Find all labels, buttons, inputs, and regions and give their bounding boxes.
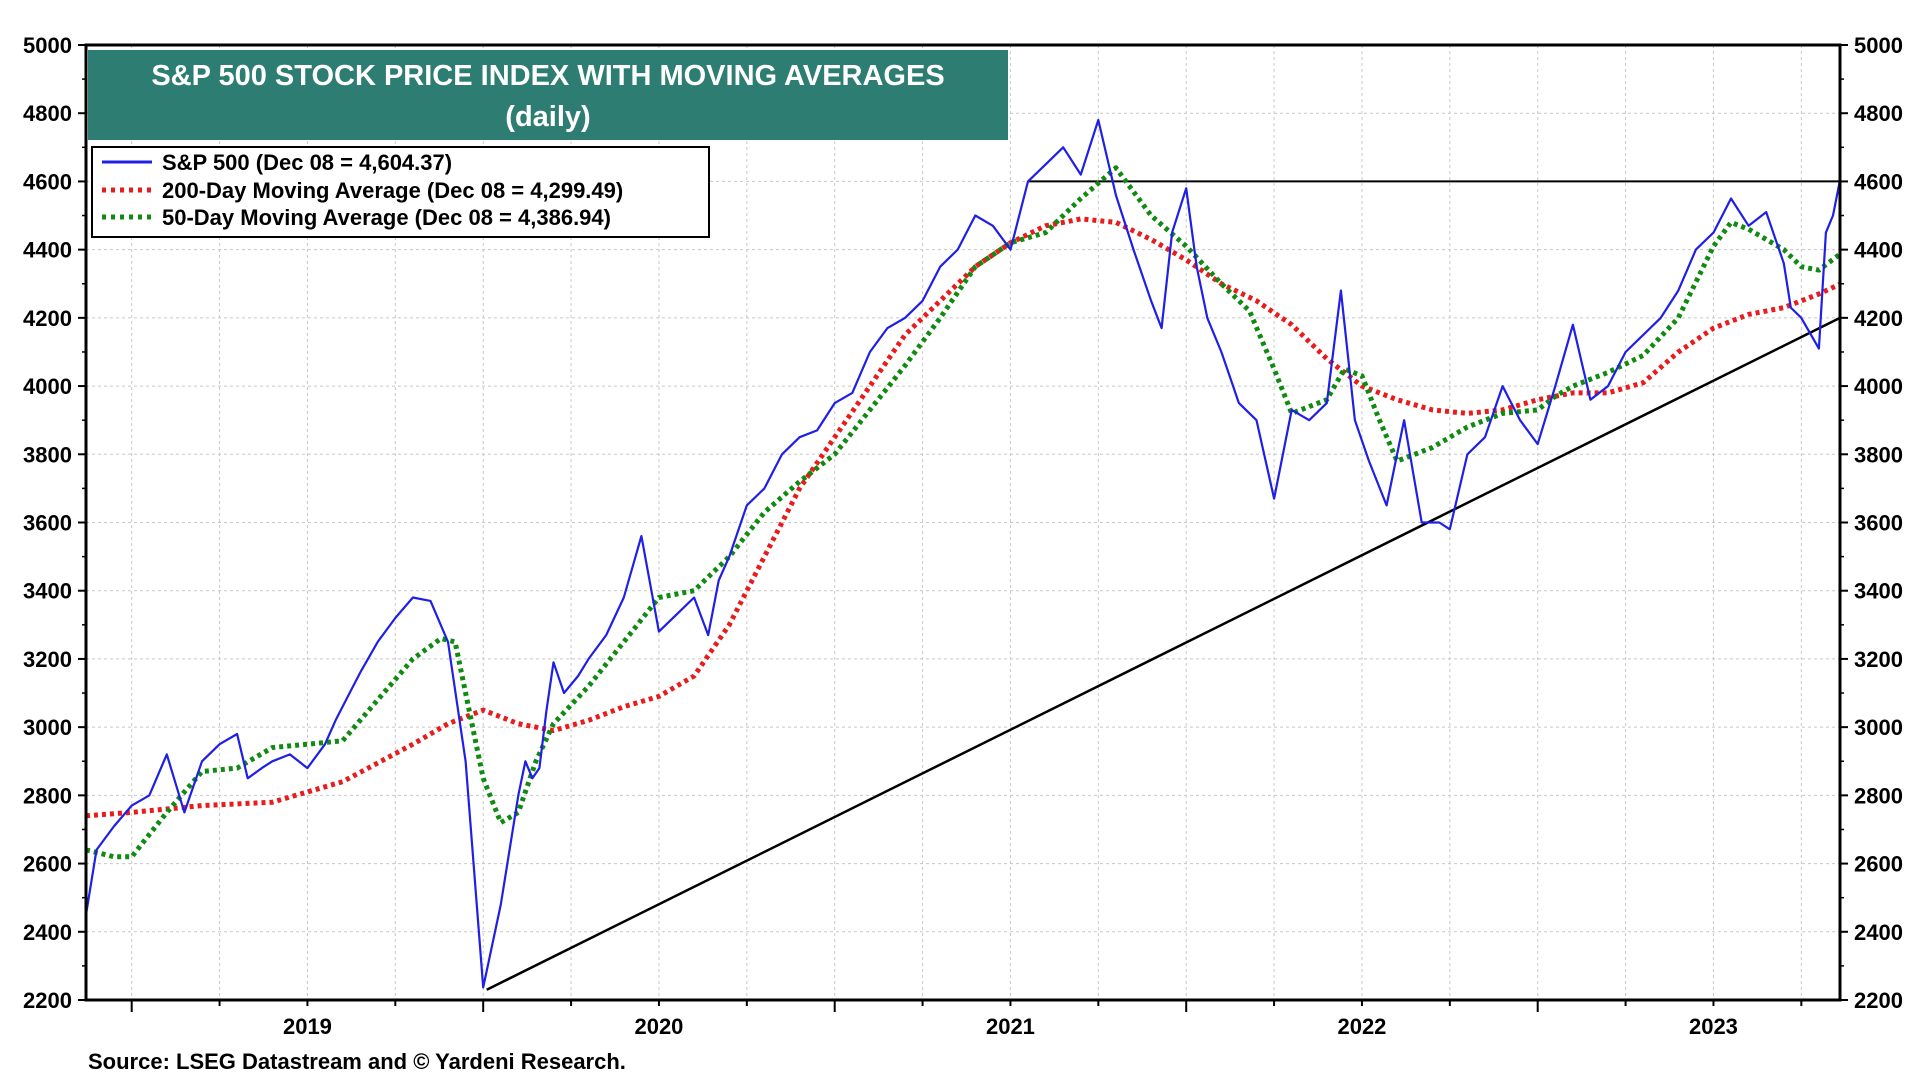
- y-tick-label-right: 2600: [1854, 852, 1903, 877]
- legend-label-50dma: 50-Day Moving Average (Dec 08 = 4,386.94…: [162, 205, 611, 230]
- y-tick-label-left: 3800: [23, 442, 72, 467]
- series-line-50dma: [85, 165, 1842, 860]
- y-tick-label-right: 3000: [1854, 715, 1903, 740]
- y-tick-label-right: 2800: [1854, 783, 1903, 808]
- y-tick-label-left: 4800: [23, 101, 72, 126]
- legend-label-sp500: S&P 500 (Dec 08 = 4,604.37): [162, 150, 452, 175]
- y-tick-label-left: 2800: [23, 783, 72, 808]
- y-tick-label-right: 4200: [1854, 306, 1903, 331]
- chart-title: S&P 500 STOCK PRICE INDEX WITH MOVING AV…: [151, 60, 944, 92]
- y-tick-label-left: 3600: [23, 511, 72, 536]
- title-box: S&P 500 STOCK PRICE INDEX WITH MOVING AV…: [88, 50, 1008, 140]
- series-line-sp500: [84, 118, 1842, 989]
- y-tick-label-left: 3000: [23, 715, 72, 740]
- support-trendline: [486, 316, 1841, 991]
- y-tick-label-right: 3600: [1854, 511, 1903, 536]
- y-tick-label-left: 3400: [23, 579, 72, 604]
- y-tick-label-right: 4600: [1854, 169, 1903, 194]
- y-tick-label-right: 2200: [1854, 988, 1903, 1013]
- chart-subtitle: (daily): [505, 101, 590, 133]
- series-line-200dma: [85, 216, 1842, 819]
- y-tick-label-left: 4000: [23, 374, 72, 399]
- y-tick-label-right: 3400: [1854, 579, 1903, 604]
- y-tick-label-left: 2200: [23, 988, 72, 1013]
- x-tick-label: 2019: [283, 1014, 332, 1039]
- x-tick-label: 2023: [1689, 1014, 1738, 1039]
- y-tick-label-right: 4800: [1854, 101, 1903, 126]
- y-tick-label-left: 2400: [23, 920, 72, 945]
- y-tick-label-right: 3200: [1854, 647, 1903, 672]
- legend-box: [91, 146, 710, 238]
- axis-ticks: 2200 2200 2400 2400 2600 2600 2800 2800 3000 3000…: [23, 33, 1903, 1039]
- y-tick-label-left: 5000: [23, 33, 72, 58]
- y-tick-label-right: 4000: [1854, 374, 1903, 399]
- y-tick-label-right: 2400: [1854, 920, 1903, 945]
- y-tick-label-right: 5000: [1854, 33, 1903, 58]
- x-tick-label: 2020: [634, 1014, 683, 1039]
- data-series: [84, 118, 1842, 989]
- y-tick-label-left: 3200: [23, 647, 72, 672]
- y-tick-label-left: 4400: [23, 238, 72, 263]
- y-tick-label-right: 4400: [1854, 238, 1903, 263]
- legend: S&P 500 (Dec 08 = 4,604.37) 200-Day Movi…: [91, 146, 710, 238]
- y-tick-label-left: 2600: [23, 852, 72, 877]
- reference-lines: [486, 180, 1841, 991]
- x-tick-label: 2022: [1337, 1014, 1386, 1039]
- x-tick-label: 2021: [986, 1014, 1035, 1039]
- title-background: [88, 50, 1008, 140]
- source-note: Source: LSEG Datastream and © Yardeni Re…: [88, 1049, 626, 1074]
- legend-label-200dma: 200-Day Moving Average (Dec 08 = 4,299.4…: [162, 178, 623, 203]
- y-tick-label-right: 3800: [1854, 442, 1903, 467]
- y-tick-label-left: 4600: [23, 169, 72, 194]
- y-tick-label-left: 4200: [23, 306, 72, 331]
